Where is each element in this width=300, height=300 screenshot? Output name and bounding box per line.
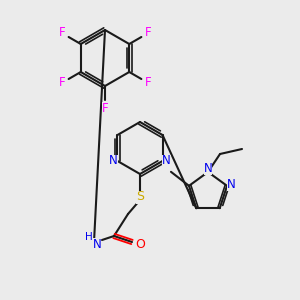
Text: N: N: [162, 154, 171, 167]
Text: N: N: [226, 178, 236, 191]
Text: S: S: [136, 190, 144, 203]
Text: H: H: [85, 232, 93, 242]
Text: F: F: [102, 101, 108, 115]
Text: N: N: [109, 154, 118, 167]
Text: F: F: [58, 26, 65, 40]
Text: F: F: [145, 26, 152, 40]
Text: F: F: [145, 76, 152, 89]
Text: O: O: [135, 238, 145, 251]
Text: F: F: [58, 76, 65, 89]
Text: N: N: [93, 238, 101, 250]
Text: N: N: [204, 161, 212, 175]
